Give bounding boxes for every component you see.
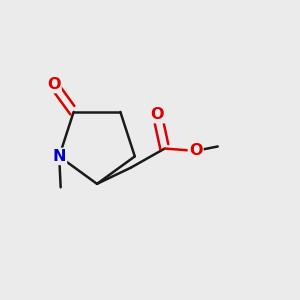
Text: O: O [189, 143, 202, 158]
Text: O: O [151, 107, 164, 122]
Text: O: O [47, 77, 61, 92]
Text: N: N [52, 149, 66, 164]
